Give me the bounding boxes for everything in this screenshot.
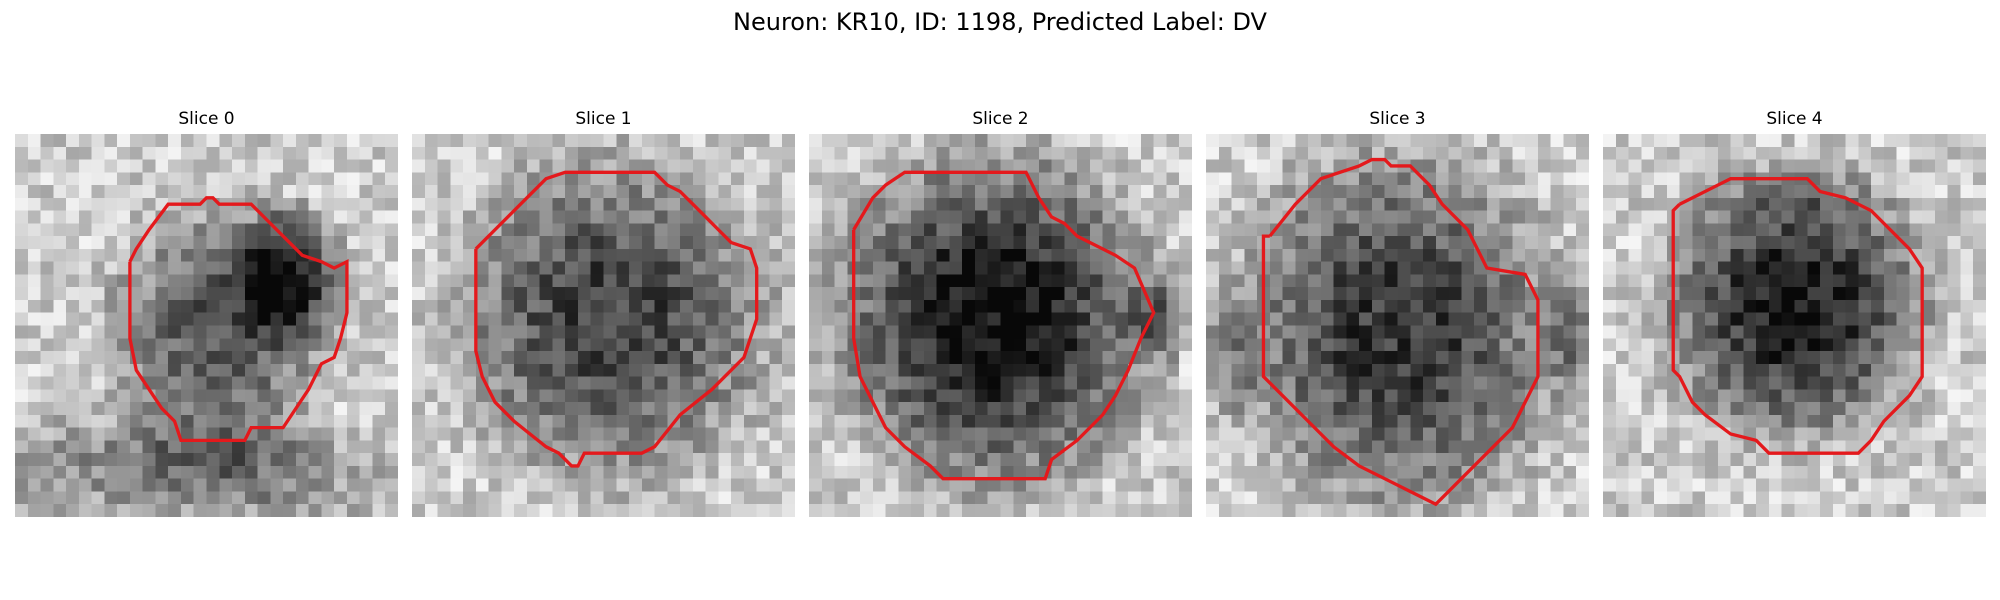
slice-image-1 [412,134,795,517]
slice-image-4 [1603,134,1986,517]
slice-title-3: Slice 3 [1369,109,1426,129]
slice-image-3 [1206,134,1589,517]
slice-title-2: Slice 2 [972,109,1029,129]
slice-panel-4: Slice 4 [1603,108,1986,517]
roi-contour-3 [1261,157,1540,507]
slice-title-0: Slice 0 [178,109,235,129]
roi-contour-4 [1671,177,1924,455]
micrograph-3 [1206,134,1589,517]
figure-title: Neuron: KR10, ID: 1198, Predicted Label:… [733,8,1267,36]
slice-title-1: Slice 1 [575,109,632,129]
slice-image-0 [15,134,398,517]
slice-panel-2: Slice 2 [809,108,1192,517]
roi-contour-0 [128,196,349,443]
slice-panel-0: Slice 0 [15,108,398,517]
slice-title-4: Slice 4 [1766,109,1823,129]
slice-panel-3: Slice 3 [1206,108,1589,517]
slice-image-2 [809,134,1192,517]
slice-panel-1: Slice 1 [412,108,795,517]
roi-contour-1 [474,170,759,468]
roi-contour-2 [852,170,1156,481]
